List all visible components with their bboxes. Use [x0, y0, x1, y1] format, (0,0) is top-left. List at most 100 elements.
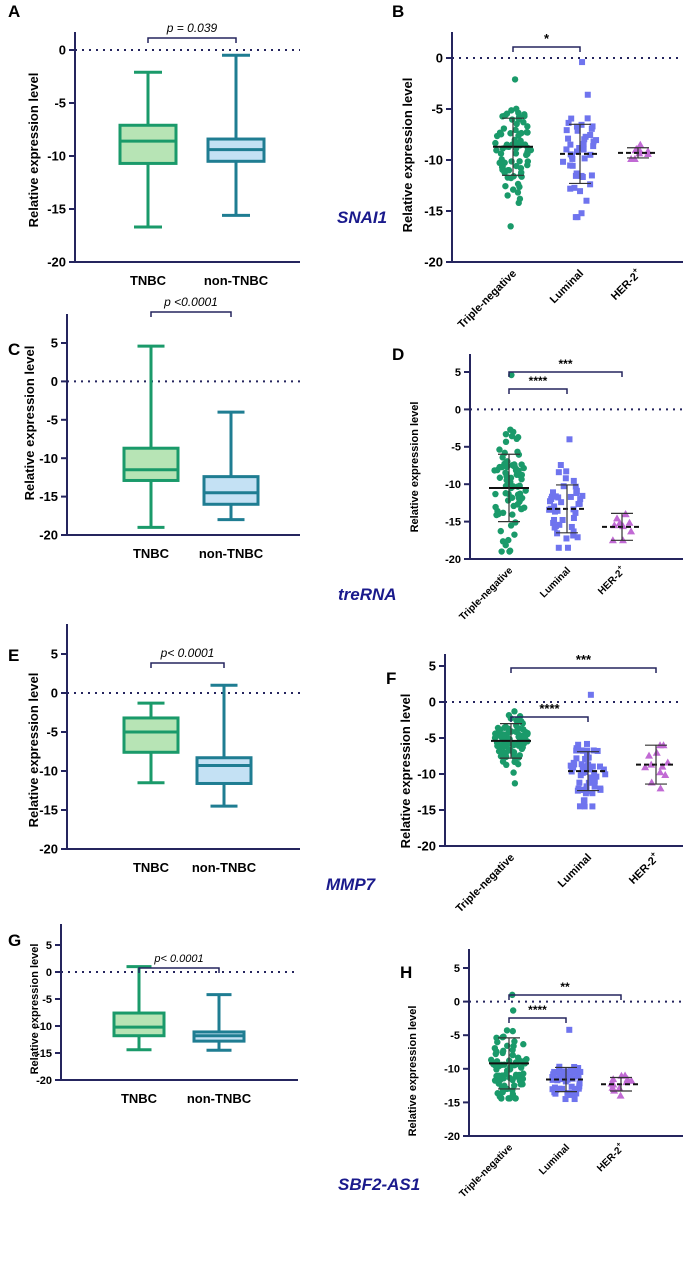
data-point — [590, 138, 597, 145]
data-point — [520, 119, 527, 126]
y-axis-label: Relative expression level — [22, 346, 37, 501]
significance-bracket — [150, 662, 225, 668]
data-point — [570, 515, 577, 522]
significance-stars: * — [544, 31, 550, 46]
data-point — [503, 1027, 511, 1034]
data-point — [593, 773, 600, 780]
data-point — [492, 490, 499, 498]
data-point — [512, 1073, 520, 1080]
data-point — [509, 1051, 516, 1059]
panel-letter: F — [386, 669, 396, 688]
significance-bracket — [508, 1017, 567, 1023]
y-tick-label: -15 — [39, 489, 58, 504]
panel-A: A Relative expression level 0 -5 -10 -15 -20 TN… — [8, 2, 300, 288]
significance-bracket — [508, 388, 568, 394]
data-point — [515, 113, 523, 120]
data-point — [550, 489, 557, 496]
data-point — [641, 763, 650, 771]
y-tick-label: -5 — [424, 731, 436, 746]
y-tick-label: 5 — [429, 659, 436, 674]
data-point — [627, 527, 636, 535]
data-point — [516, 732, 524, 739]
panel-letter: E — [8, 646, 19, 665]
data-point — [576, 500, 583, 507]
x-tick-label: Triple-negative — [457, 1142, 515, 1200]
data-point — [524, 129, 531, 136]
data-point — [512, 519, 519, 526]
data-point — [572, 483, 579, 490]
data-point — [514, 760, 522, 768]
data-point — [511, 531, 518, 538]
data-point — [583, 783, 590, 790]
data-point — [509, 511, 516, 518]
data-point — [499, 454, 506, 461]
scatter-group-Luminal — [567, 691, 609, 810]
data-point — [552, 493, 559, 500]
data-point — [517, 1064, 525, 1071]
x-tick-label: HER-2+ — [625, 849, 662, 886]
data-point — [590, 143, 597, 150]
significance-stars: *** — [576, 652, 592, 667]
data-point — [565, 119, 572, 126]
panel-E: E Relative expression level 5 0 -5 -10 -15 -20 T… — [8, 624, 300, 875]
data-point — [510, 769, 517, 776]
data-point — [587, 131, 594, 138]
data-point — [575, 1065, 582, 1072]
box-TNBC — [112, 965, 166, 1052]
significance-bracket — [150, 311, 232, 317]
data-point — [575, 1085, 582, 1092]
y-tick-label: -20 — [424, 255, 443, 270]
data-point — [516, 158, 523, 165]
x-tick-label: non-TNBC — [192, 860, 257, 875]
data-point — [518, 718, 525, 725]
data-point — [625, 518, 634, 526]
x-tick-label: Luminal — [537, 1142, 572, 1177]
scatter-group-Triple-negative — [487, 991, 530, 1102]
data-point — [524, 123, 531, 130]
data-point — [498, 1095, 505, 1102]
x-tick-label: TNBC — [130, 273, 167, 288]
y-tick-label: -5 — [451, 442, 461, 454]
data-point — [573, 1090, 580, 1097]
data-point — [506, 548, 513, 555]
data-point — [572, 509, 579, 516]
data-point — [513, 717, 520, 724]
y-tick-label: -10 — [424, 153, 443, 168]
data-point — [580, 146, 587, 153]
x-tick-label: Triple-negative — [456, 268, 519, 331]
y-tick-label: -10 — [47, 149, 66, 164]
data-point — [579, 786, 586, 793]
iqr-box — [122, 446, 180, 482]
y-tick-label: 0 — [455, 404, 461, 416]
data-point — [500, 731, 507, 738]
her2-superscript: + — [648, 849, 658, 859]
data-point — [503, 477, 510, 484]
data-point — [511, 780, 519, 787]
panel-letter: C — [8, 340, 20, 359]
data-point — [583, 740, 590, 747]
data-point — [583, 750, 590, 757]
scatter-group-HER-2 — [636, 741, 676, 792]
data-point — [513, 105, 520, 112]
y-tick-label: -10 — [36, 1021, 52, 1033]
data-point — [577, 188, 584, 195]
y-tick-label: 5 — [51, 647, 58, 662]
data-point — [571, 1096, 578, 1103]
data-point — [581, 155, 588, 162]
y-tick-label: -10 — [417, 767, 436, 782]
data-point — [502, 541, 509, 549]
data-point — [518, 169, 525, 176]
gene-label: SBF2-AS1 — [338, 1175, 420, 1194]
data-point — [509, 1007, 517, 1014]
data-point — [496, 159, 503, 167]
data-point — [587, 181, 594, 188]
data-point — [573, 123, 580, 130]
data-point — [580, 141, 587, 148]
data-point — [584, 115, 591, 122]
data-point — [579, 763, 586, 770]
data-point — [585, 754, 592, 761]
data-point — [563, 127, 570, 134]
data-point — [579, 59, 586, 66]
panel-letter: G — [8, 931, 21, 950]
data-point — [575, 741, 582, 748]
